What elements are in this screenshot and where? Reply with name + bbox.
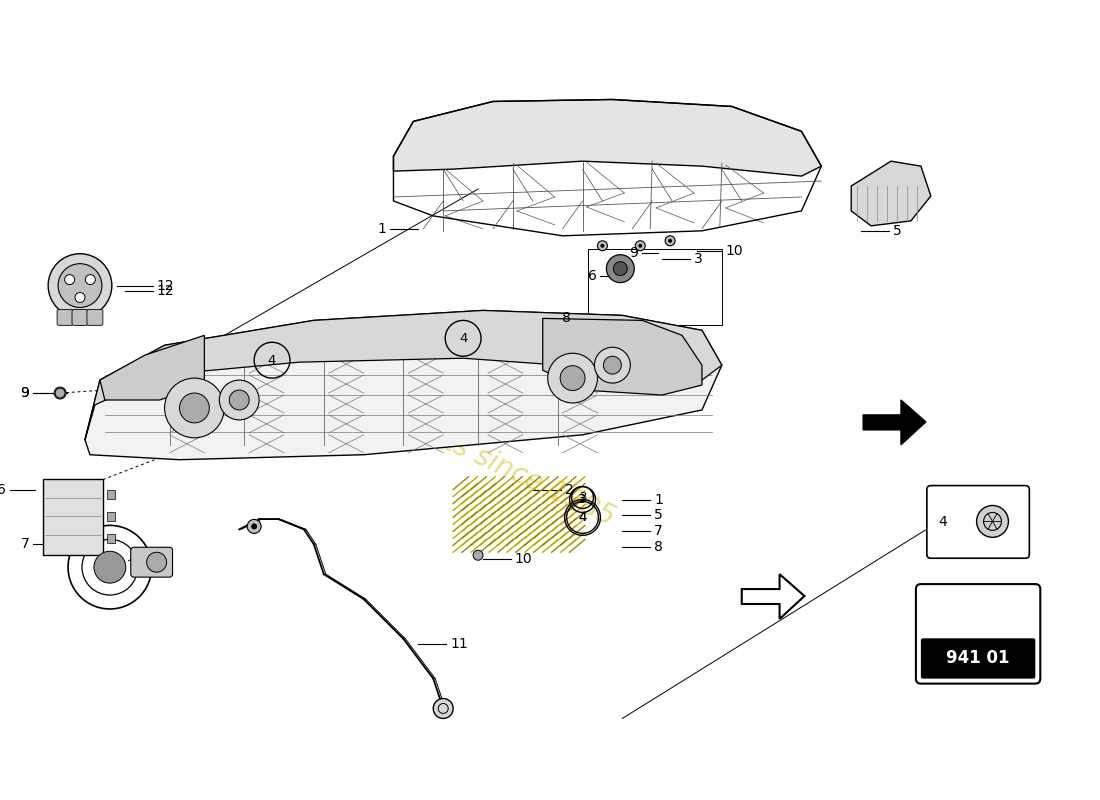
Text: 7: 7 [654, 524, 663, 538]
FancyBboxPatch shape [87, 310, 103, 326]
Circle shape [604, 356, 622, 374]
Circle shape [473, 550, 483, 560]
Text: 1: 1 [654, 493, 663, 506]
Polygon shape [394, 99, 822, 176]
Text: 3: 3 [579, 493, 586, 506]
Text: 5: 5 [893, 224, 902, 238]
Circle shape [86, 274, 96, 285]
Text: 2: 2 [564, 482, 573, 497]
Text: 1: 1 [377, 222, 386, 236]
Text: 9: 9 [629, 246, 638, 260]
Polygon shape [85, 310, 722, 460]
Polygon shape [100, 335, 205, 400]
Circle shape [977, 506, 1009, 538]
Circle shape [75, 293, 85, 302]
Circle shape [548, 354, 597, 403]
Circle shape [594, 347, 630, 383]
Text: 4: 4 [579, 511, 586, 524]
Circle shape [54, 387, 66, 399]
Text: 4: 4 [938, 515, 947, 530]
Text: 4: 4 [268, 354, 276, 366]
Circle shape [638, 244, 642, 248]
Text: 12: 12 [156, 283, 174, 298]
Text: 5: 5 [654, 509, 663, 522]
Circle shape [433, 698, 453, 718]
Circle shape [179, 393, 209, 423]
Text: 3: 3 [694, 252, 703, 266]
Polygon shape [864, 400, 926, 445]
Circle shape [251, 523, 257, 530]
Circle shape [597, 241, 607, 250]
Text: 7: 7 [21, 538, 30, 551]
Circle shape [219, 380, 260, 420]
Circle shape [165, 378, 224, 438]
FancyBboxPatch shape [107, 512, 116, 521]
FancyBboxPatch shape [107, 534, 116, 542]
Circle shape [614, 262, 627, 276]
Circle shape [146, 552, 166, 572]
Text: 9: 9 [21, 386, 30, 400]
Text: 8: 8 [562, 311, 571, 326]
Text: 4: 4 [579, 511, 586, 524]
Circle shape [55, 388, 65, 398]
Circle shape [668, 238, 672, 242]
Circle shape [606, 254, 635, 282]
Polygon shape [851, 161, 931, 226]
Text: 941 01: 941 01 [946, 650, 1010, 667]
FancyBboxPatch shape [927, 486, 1030, 558]
Text: 10: 10 [726, 244, 744, 258]
FancyBboxPatch shape [72, 310, 88, 326]
Text: 11: 11 [450, 637, 468, 651]
FancyBboxPatch shape [43, 479, 103, 554]
FancyBboxPatch shape [921, 638, 1035, 678]
FancyBboxPatch shape [131, 547, 173, 577]
Text: 4: 4 [459, 332, 468, 345]
Polygon shape [542, 318, 702, 395]
FancyBboxPatch shape [107, 490, 116, 499]
Text: 10: 10 [515, 552, 532, 566]
Circle shape [48, 254, 112, 318]
Circle shape [666, 236, 675, 246]
Text: 6: 6 [0, 482, 7, 497]
Text: 3: 3 [579, 491, 586, 504]
Circle shape [229, 390, 250, 410]
Circle shape [601, 244, 604, 248]
Circle shape [94, 551, 125, 583]
FancyBboxPatch shape [57, 310, 73, 326]
Text: a passion for parts since 1985: a passion for parts since 1985 [228, 329, 619, 531]
Text: 8: 8 [654, 540, 663, 554]
Circle shape [636, 241, 646, 250]
Circle shape [248, 519, 261, 534]
Circle shape [560, 366, 585, 390]
Circle shape [65, 274, 75, 285]
Text: 12: 12 [156, 278, 174, 293]
FancyBboxPatch shape [916, 584, 1041, 684]
Text: 6: 6 [587, 269, 596, 282]
Circle shape [58, 264, 102, 307]
Text: 9: 9 [21, 386, 30, 400]
Polygon shape [85, 310, 722, 440]
